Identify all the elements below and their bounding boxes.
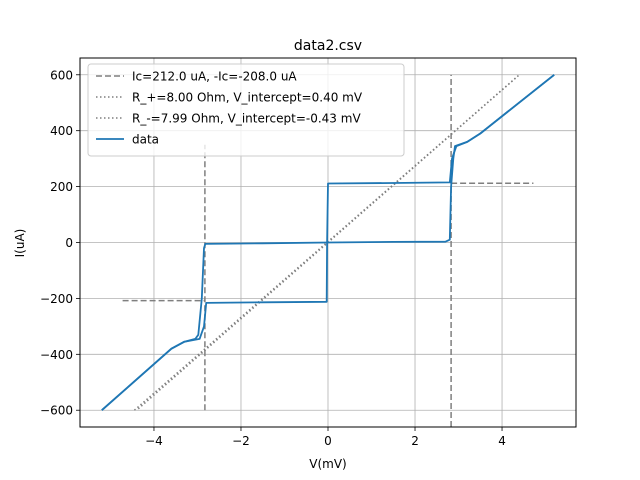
x-tick-label: −2 [232, 434, 250, 448]
y-tick-label: −600 [40, 404, 73, 418]
legend-label: data [132, 133, 159, 147]
plot-series [101, 74, 555, 427]
x-tick-label: 2 [411, 434, 419, 448]
axis-ticks: −4 −2 0 2 4 −600 −400 −200 0 200 400 600 [40, 68, 506, 448]
y-tick-label: 0 [65, 236, 73, 250]
legend: Ic=212.0 uA, -Ic=-208.0 uA R_+=8.00 Ohm, … [87, 63, 405, 157]
x-tick-label: 0 [324, 434, 332, 448]
legend-label: R_+=8.00 Ohm, V_intercept=0.40 mV [132, 91, 363, 105]
legend-box [87, 63, 405, 157]
r-minus-fit-line [133, 75, 519, 411]
y-tick-label: 400 [50, 124, 73, 138]
chart-title: data2.csv [294, 38, 362, 54]
legend-label: Ic=212.0 uA, -Ic=-208.0 uA [132, 70, 297, 84]
legend-label: R_-=7.99 Ohm, V_intercept=-0.43 mV [132, 112, 361, 126]
x-tick-label: 4 [498, 434, 506, 448]
data-line [101, 74, 555, 411]
x-tick-label: −4 [145, 434, 163, 448]
x-axis-label: V(mV) [309, 457, 346, 471]
y-tick-label: −200 [40, 292, 73, 306]
y-tick-label: 200 [50, 180, 73, 194]
y-tick-label: −400 [40, 348, 73, 362]
y-tick-label: 600 [50, 68, 73, 82]
y-axis-label: I(uA) [13, 229, 27, 258]
